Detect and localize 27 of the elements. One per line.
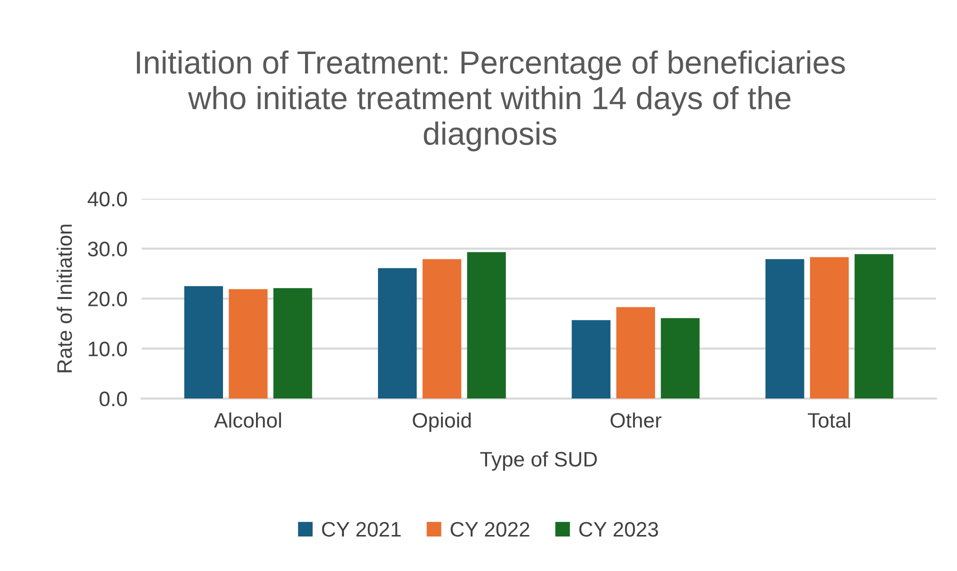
- y-tick-label: 0.0: [100, 392, 127, 406]
- bar: [810, 257, 849, 399]
- x-axis-title: Type of SUD: [480, 451, 597, 471]
- bar: [572, 320, 610, 399]
- bar: [378, 268, 417, 399]
- bar: [765, 259, 804, 399]
- y-tick-label: 10.0: [88, 342, 127, 356]
- legend-label: CY 2021: [322, 522, 401, 537]
- y-tick-label: 40.0: [88, 192, 127, 206]
- y-axis-title: Rate of Initiation: [56, 224, 72, 372]
- y-tick-label: 20.0: [88, 292, 127, 306]
- chart-title: Initiation of Treatment: Percentage of beneficiaries who initiate treatment within 14 days of the diagnosis: [136, 50, 845, 152]
- x-tick-label: Other: [610, 412, 662, 428]
- bar: [184, 286, 224, 399]
- x-tick-label: Total: [808, 412, 850, 428]
- bar: [660, 318, 700, 399]
- legend-label: CY 2022: [450, 522, 530, 537]
- x-tick-label: Opioid: [412, 412, 471, 432]
- bar: [273, 288, 312, 399]
- bar: [616, 307, 656, 399]
- bar: [422, 259, 462, 399]
- bar: [228, 289, 268, 399]
- legend-label: CY 2023: [579, 522, 658, 537]
- bar: [467, 252, 506, 399]
- bar: [854, 254, 894, 399]
- x-tick-label: Alcohol: [214, 412, 281, 428]
- y-tick-label: 30.0: [88, 242, 127, 256]
